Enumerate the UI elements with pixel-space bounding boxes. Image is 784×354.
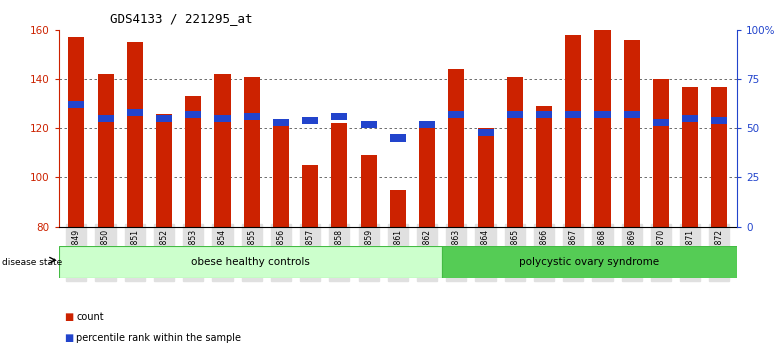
Bar bbox=[536, 106, 552, 227]
Bar bbox=[536, 111, 552, 118]
Bar bbox=[419, 121, 435, 128]
Bar bbox=[332, 124, 347, 227]
Bar bbox=[506, 77, 523, 227]
Bar bbox=[127, 109, 143, 116]
Text: obese healthy controls: obese healthy controls bbox=[191, 257, 310, 267]
Bar bbox=[565, 111, 581, 118]
Bar bbox=[565, 35, 581, 227]
Bar bbox=[390, 135, 406, 142]
Bar bbox=[442, 246, 737, 278]
Text: count: count bbox=[76, 312, 103, 322]
Bar bbox=[68, 38, 85, 227]
Text: disease state: disease state bbox=[2, 258, 63, 267]
Bar bbox=[682, 87, 699, 227]
Bar bbox=[97, 74, 114, 227]
Bar bbox=[477, 129, 494, 136]
Bar bbox=[156, 115, 172, 122]
Bar bbox=[185, 96, 201, 227]
Bar bbox=[302, 165, 318, 227]
Bar bbox=[68, 101, 85, 108]
Bar bbox=[332, 113, 347, 120]
Bar bbox=[653, 79, 669, 227]
Text: percentile rank within the sample: percentile rank within the sample bbox=[76, 333, 241, 343]
Bar bbox=[156, 114, 172, 227]
Bar bbox=[244, 77, 260, 227]
Bar bbox=[59, 246, 442, 278]
Bar bbox=[624, 111, 640, 118]
Bar bbox=[448, 111, 464, 118]
Bar bbox=[302, 117, 318, 124]
Text: ■: ■ bbox=[64, 312, 74, 322]
Text: GDS4133 / 221295_at: GDS4133 / 221295_at bbox=[110, 12, 252, 25]
Text: polycystic ovary syndrome: polycystic ovary syndrome bbox=[520, 257, 659, 267]
Bar bbox=[390, 190, 406, 227]
Text: ■: ■ bbox=[64, 333, 74, 343]
Bar bbox=[506, 111, 523, 118]
Bar bbox=[361, 121, 376, 128]
Bar bbox=[624, 40, 640, 227]
Bar bbox=[273, 119, 289, 126]
Bar bbox=[244, 113, 260, 120]
Bar bbox=[477, 128, 494, 227]
Bar bbox=[127, 42, 143, 227]
Bar bbox=[97, 115, 114, 122]
Bar bbox=[711, 117, 728, 124]
Bar bbox=[215, 74, 230, 227]
Bar bbox=[653, 119, 669, 126]
Bar bbox=[711, 87, 728, 227]
Bar bbox=[361, 155, 376, 227]
Bar bbox=[448, 69, 464, 227]
Bar bbox=[594, 30, 611, 227]
Bar bbox=[215, 115, 230, 122]
Bar bbox=[682, 115, 699, 122]
Bar bbox=[185, 111, 201, 118]
Bar bbox=[594, 111, 611, 118]
Bar bbox=[273, 126, 289, 227]
Bar bbox=[419, 128, 435, 227]
